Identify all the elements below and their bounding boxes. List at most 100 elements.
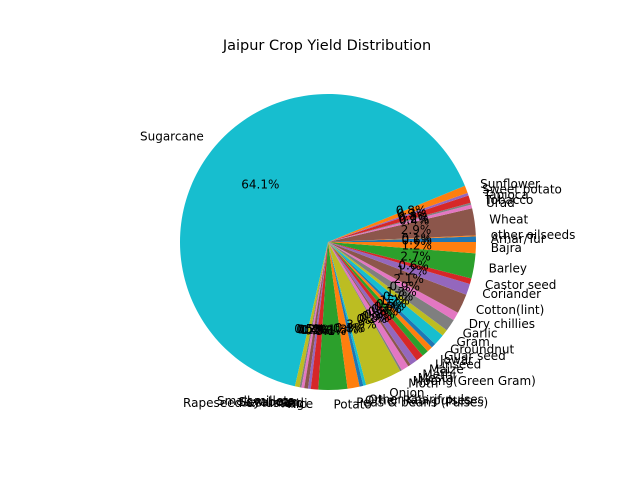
slice-label-groundnut: Groundnut	[450, 343, 514, 357]
pie-slice-moth	[328, 242, 402, 372]
slice-percent-sugarcane: 64.1%	[241, 178, 279, 192]
slice-percent-other-kharif-pulses: 0.3%	[335, 321, 366, 335]
slice-label-onion: Onion	[389, 386, 424, 400]
slice-percent-wheat: 2.9%	[401, 223, 432, 237]
pie-slice-tobacco	[328, 202, 472, 242]
slice-label-moong-green-gram: Moong(Green Gram)	[413, 374, 536, 388]
pie-slice-coriander	[328, 242, 470, 295]
pie-slice-sesamum	[301, 242, 328, 389]
slice-label-mesta: Mesta	[418, 371, 454, 385]
slice-label-garlic: Garlic	[463, 327, 498, 341]
slice-percent-other-oilseeds: 0.1%	[401, 231, 432, 245]
pie-slice-wheat	[328, 208, 476, 242]
slice-label-linseed: Linseed	[435, 358, 481, 372]
slice-percent-cotton-lint: 2.1%	[393, 272, 424, 286]
slice-percent-potato: 3.1%	[316, 324, 347, 338]
slice-label-rapeseed-mustard: Rapeseed &Mustard	[183, 396, 304, 410]
slice-percent-gram: 0.7%	[383, 290, 414, 304]
slice-percent-maize: 0.8%	[368, 305, 399, 319]
pie-slice-cotton-lint	[328, 242, 467, 313]
slice-percent-jowar: 0.6%	[374, 299, 405, 313]
slice-percent-ragi: 0.3%	[302, 323, 333, 337]
slice-label-soyabean: Soyabean	[238, 395, 297, 409]
pie-slice-arhar-tur	[328, 236, 476, 242]
slice-percent-other-rabi-pulses: 0.4%	[333, 322, 364, 336]
slice-label-cotton-lint: Cotton(lint)	[476, 303, 544, 317]
slice-label-other-kharif-pulses: Other Kharif pulses	[368, 393, 483, 407]
slice-percent-moong-green-gram: 0.8%	[359, 311, 390, 325]
slice-label-urad: Urad	[486, 196, 515, 210]
slice-percent-moth: 0.2%	[357, 312, 388, 326]
slice-label-arhar-tur: Arhar/Tur	[491, 232, 546, 246]
slice-label-sugarcane: Sugarcane	[140, 130, 204, 144]
pie-slice-maize	[328, 242, 423, 361]
slice-percent-small-millets: 0.5%	[294, 322, 325, 336]
pie-slice-sunflower	[328, 185, 468, 242]
slice-label-gram: Gram	[457, 335, 490, 349]
slice-label-other-rabi-pulses: Other Rabi pulses	[365, 394, 472, 408]
slice-percent-peas-beans-pulses: 1.3%	[328, 323, 359, 337]
slice-label-barley: Barley	[489, 261, 527, 275]
pie-slice-tapioca	[328, 195, 471, 242]
pie-slice-methi	[328, 242, 417, 365]
chart-title: Jaipur Crop Yield Distribution	[222, 38, 431, 54]
pie-slice-other-oilseeds	[328, 235, 476, 242]
slice-percent-guar-seed: 0.5%	[376, 297, 407, 311]
pie-labels: Arhar/Tur 0.6% other oilseeds 0.1% Wheat 2.9%…	[140, 130, 575, 412]
slice-percent-sweet-potato: 0.3%	[397, 206, 428, 220]
slice-label-coriander: Coriander	[482, 287, 541, 301]
slice-percent-sesamum: 0.3%	[298, 323, 329, 337]
slice-label-other-oilseeds: other oilseeds	[491, 228, 576, 242]
pie-slice-potato	[318, 242, 348, 390]
slice-percent-urad: 0.4%	[399, 214, 430, 228]
slice-label-jowar: Jowar	[439, 353, 473, 367]
slice-label-tobacco: Tobacco	[484, 193, 533, 207]
pie-slices	[179, 93, 476, 390]
slice-label-tapioca: Tapioca	[483, 188, 529, 202]
pie-slice-groundnut	[328, 242, 443, 345]
slice-percent-castor-seed: 0.6%	[398, 259, 429, 273]
slice-percent-coriander: 1.2%	[397, 263, 428, 277]
slice-percent-dry-chillies: 0.9%	[389, 280, 420, 294]
pie-slice-barley	[328, 242, 476, 279]
pie-slice-dry-chillies	[328, 242, 458, 321]
pie-slice-sweet-potato	[328, 192, 469, 242]
slice-label-sesamum: Sesamum	[241, 395, 301, 409]
slice-percent-linseed: 0.7%	[371, 302, 402, 316]
pie-slice-other-rabi-pulses	[328, 242, 364, 387]
pie-slice-bajra	[328, 242, 476, 254]
slice-label-sunflower: Sunflower	[480, 177, 540, 191]
slice-label-ragi: Ragi	[281, 397, 307, 411]
pie-slice-rapeseed-mustard	[304, 242, 328, 389]
slice-label-small-millets: Small millets	[217, 394, 294, 408]
slice-label-bajra: Bajra	[491, 241, 522, 255]
pie-slice-guar-seed	[328, 242, 436, 348]
pie-slice-soyabean	[299, 242, 328, 388]
slice-label-rice: Rice	[288, 397, 314, 411]
slice-label-guar-seed: Guar seed	[444, 349, 506, 363]
slice-label-maize: Maize	[429, 363, 464, 377]
pie-slice-linseed	[328, 242, 428, 356]
slice-percent-tapioca: 0.8%	[398, 209, 429, 223]
slice-percent-barley: 2.7%	[400, 249, 431, 263]
pie-slice-sugarcane	[179, 93, 465, 387]
pie-slice-small-millets	[294, 242, 328, 388]
slice-label-potato: Potato	[334, 398, 372, 412]
slice-label-castor-seed: Castor seed	[485, 278, 556, 292]
slice-label-methi: Methi	[422, 368, 455, 382]
pie-slice-peas-beans-pulses	[328, 242, 360, 389]
pie-slice-onion	[328, 242, 401, 386]
pie-slice-garlic	[328, 242, 454, 331]
slice-percent-groundnut: 1.2%	[379, 294, 410, 308]
slice-percent-garlic: 1.3%	[386, 285, 417, 299]
slice-percent-rapeseed-mustard: 0.4%	[300, 323, 331, 337]
slice-label-wheat: Wheat	[489, 213, 528, 227]
slice-percent-rice: 0.8%	[305, 323, 336, 337]
slice-label-moth: Moth	[408, 377, 438, 391]
slice-percent-tobacco: 0.2%	[399, 212, 430, 226]
slice-percent-mesta: 0.3%	[362, 309, 393, 323]
pie-slice-other-kharif-pulses	[328, 242, 367, 386]
slice-label-peas-beans-pulses: Peas & beans (Pulses)	[356, 395, 488, 409]
